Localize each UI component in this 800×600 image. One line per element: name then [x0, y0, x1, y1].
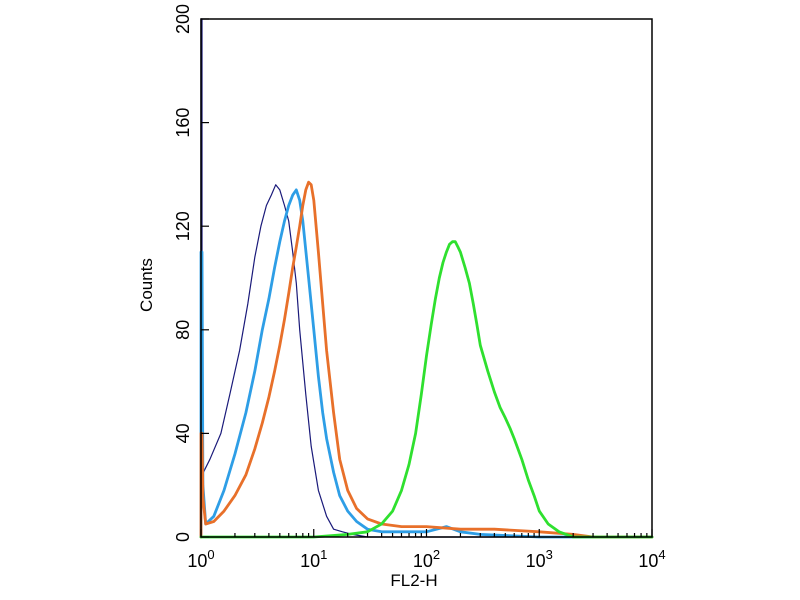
series-line-1 — [200, 18, 653, 538]
x-tick-label: 102 — [413, 547, 440, 571]
y-axis-label: Counts — [137, 258, 156, 312]
x-axis-label: FL2-H — [390, 571, 437, 590]
plot-frame — [200, 18, 653, 538]
series-layer — [199, 18, 654, 539]
y-tick-label: 120 — [173, 211, 193, 241]
tick-layer: 0 40 80 120 160 200 100 101 102 103 104 — [173, 4, 666, 571]
y-tick-label: 80 — [173, 320, 193, 340]
x-tick-label: 101 — [300, 547, 327, 571]
x-tick-label: 100 — [187, 547, 214, 571]
x-tick-label: 103 — [526, 547, 553, 571]
y-tick-label: 0 — [173, 532, 193, 542]
series-line-4 — [199, 240, 654, 539]
y-tick-label: 160 — [173, 108, 193, 138]
y-tick-label: 200 — [173, 4, 193, 34]
y-tick-label: 40 — [173, 423, 193, 443]
x-tick-label: 104 — [638, 547, 665, 571]
series-line-3 — [199, 180, 654, 539]
